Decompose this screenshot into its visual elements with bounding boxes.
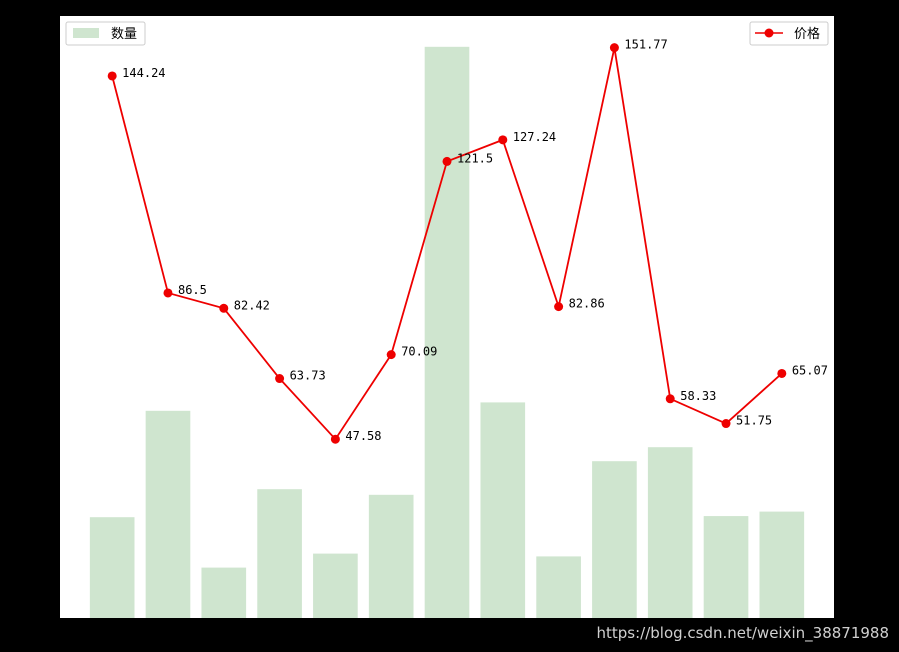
price-point-10: [609, 43, 619, 53]
legend-price: 价格: [749, 21, 829, 46]
price-point-6: [386, 350, 396, 360]
bar-11: [647, 447, 693, 618]
price-label-6: 70.09: [401, 345, 437, 359]
price-point-12: [721, 419, 731, 429]
bar-8: [480, 402, 526, 618]
legend-price-marker: [764, 28, 774, 38]
price-point-9: [554, 302, 564, 312]
bar-3: [201, 567, 247, 618]
price-point-7: [442, 156, 452, 166]
price-label-4: 63.73: [290, 369, 326, 383]
bar-7: [424, 46, 470, 619]
bar-5: [313, 553, 358, 618]
bars-layer: [89, 46, 805, 619]
price-label-12: 51.75: [736, 414, 772, 428]
price-label-10: 151.77: [624, 38, 667, 52]
bar-10: [592, 461, 637, 618]
price-point-4: [275, 374, 285, 384]
price-point-1: [107, 71, 117, 81]
bar-1: [89, 517, 135, 618]
price-label-11: 58.33: [680, 389, 716, 403]
price-point-2: [163, 288, 173, 298]
price-label-2: 86.5: [178, 283, 207, 297]
legend-quantity-label: 数量: [111, 27, 137, 42]
line-layer: [107, 43, 787, 444]
bar-2: [145, 410, 191, 618]
legend-quantity-swatch: [73, 28, 99, 38]
legend-price-label: 价格: [794, 26, 820, 42]
bar-4: [257, 489, 302, 618]
watermark: https://blog.csdn.net/weixin_38871988: [596, 624, 889, 642]
legend-quantity: 数量: [65, 21, 146, 46]
price-point-5: [330, 434, 340, 444]
bar-12: [703, 516, 749, 618]
price-point-3: [219, 303, 229, 313]
bar-9: [536, 556, 581, 618]
bar-6: [368, 494, 414, 618]
price-point-11: [665, 394, 675, 404]
bar-13: [759, 511, 805, 618]
price-label-13: 65.07: [792, 363, 828, 377]
price-label-7: 121.5: [457, 151, 493, 165]
price-label-9: 82.86: [569, 297, 605, 311]
price-label-1: 144.24: [122, 66, 165, 80]
price-label-5: 47.58: [345, 429, 381, 443]
price-label-8: 127.24: [513, 130, 556, 144]
price-point-8: [498, 135, 508, 145]
price-label-3: 82.42: [234, 298, 270, 312]
labels-layer: 144.24 86.5 82.42 63.73 47.58 70.09 121.5 127.2…: [122, 38, 828, 444]
price-point-13: [777, 368, 787, 378]
